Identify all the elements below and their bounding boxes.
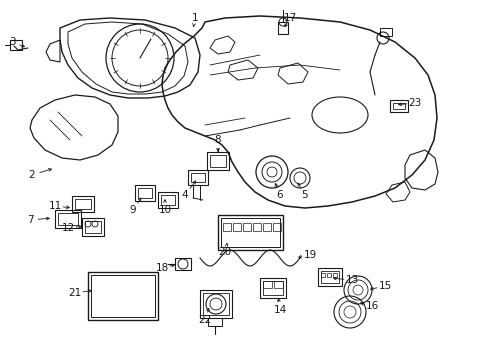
Bar (273, 281, 283, 288)
Text: 19: 19 (303, 250, 316, 260)
Bar (187, 170, 207, 185)
Bar (88, 272, 158, 320)
Bar (138, 188, 152, 198)
Text: 14: 14 (273, 305, 286, 315)
Bar (263, 281, 271, 288)
Text: 4: 4 (182, 190, 188, 200)
Bar (317, 268, 341, 286)
Text: 23: 23 (407, 98, 421, 108)
Bar (232, 223, 241, 231)
Text: 7: 7 (27, 215, 33, 225)
Text: 22: 22 (198, 315, 211, 325)
Bar (10, 40, 22, 50)
Bar (206, 152, 228, 170)
Bar (320, 273, 325, 277)
Text: 1: 1 (191, 13, 198, 23)
Text: 20: 20 (218, 247, 231, 257)
Bar (207, 318, 222, 326)
Bar (252, 223, 261, 231)
Bar (272, 223, 281, 231)
Text: 9: 9 (129, 205, 136, 215)
Text: 6: 6 (276, 190, 283, 200)
Bar (260, 278, 285, 298)
Bar (332, 273, 336, 277)
Bar (82, 218, 104, 236)
Bar (203, 293, 228, 315)
Bar (135, 185, 155, 201)
Text: 12: 12 (61, 223, 75, 233)
Bar (158, 192, 178, 208)
Text: 18: 18 (155, 263, 168, 273)
Bar (278, 22, 287, 34)
Text: 21: 21 (68, 288, 81, 298)
Bar (161, 195, 175, 205)
Bar (389, 100, 407, 112)
Text: 17: 17 (283, 13, 296, 23)
Text: 13: 13 (345, 275, 358, 285)
Bar (392, 103, 404, 109)
Bar (75, 199, 91, 209)
Bar (320, 271, 338, 283)
Bar (263, 281, 283, 295)
Bar (85, 221, 101, 233)
Bar (72, 196, 94, 212)
Bar (55, 210, 81, 228)
Text: 8: 8 (214, 135, 221, 145)
Bar (209, 155, 225, 167)
Text: 10: 10 (158, 205, 171, 215)
Text: 15: 15 (378, 281, 391, 291)
Bar (91, 275, 155, 317)
Text: 2: 2 (29, 170, 35, 180)
Bar (243, 223, 250, 231)
Bar (221, 218, 280, 247)
Text: 16: 16 (365, 301, 378, 311)
Text: 3: 3 (9, 37, 15, 47)
Text: 5: 5 (301, 190, 307, 200)
Bar (263, 223, 270, 231)
Bar (379, 28, 391, 36)
Bar (175, 258, 191, 270)
Bar (58, 213, 78, 225)
Bar (223, 223, 230, 231)
Bar (191, 173, 204, 182)
Bar (326, 273, 330, 277)
Bar (218, 215, 283, 250)
Text: 11: 11 (48, 201, 61, 211)
Bar (200, 290, 231, 318)
